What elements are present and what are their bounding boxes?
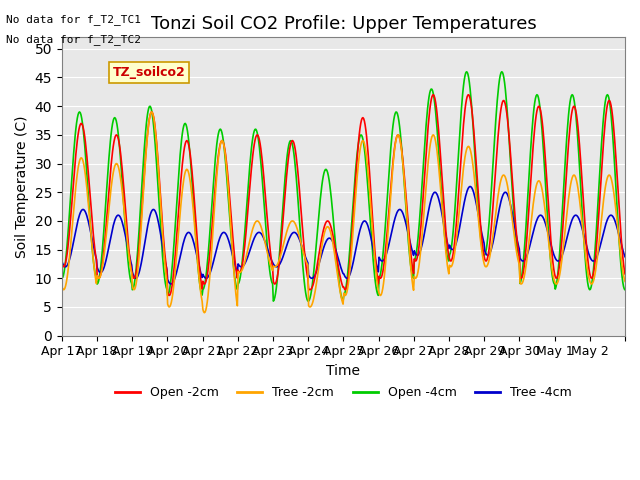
Tree -4cm [434, 193, 442, 199]
X-axis label: Time: Time [326, 364, 360, 378]
Open -2cm [429, 92, 437, 97]
Open -2cm [435, 127, 442, 132]
Tree -2cm [200, 310, 208, 315]
Tree -4cm [621, 254, 629, 260]
Open -4cm [434, 136, 442, 142]
Tree -2cm [229, 256, 237, 262]
Tree -4cm [168, 281, 175, 287]
Tree -2cm [257, 223, 265, 229]
Open -4cm [403, 210, 410, 216]
Open -2cm [58, 261, 66, 266]
Tree -4cm [278, 258, 285, 264]
Open -4cm [255, 144, 263, 150]
Tree -2cm [403, 215, 411, 220]
Line: Open -2cm: Open -2cm [62, 95, 625, 296]
Tree -4cm [467, 184, 474, 190]
Tree -4cm [403, 222, 410, 228]
Open -4cm [498, 69, 506, 75]
Text: No data for f_T2_TC2: No data for f_T2_TC2 [6, 34, 141, 45]
Line: Tree -2cm: Tree -2cm [62, 112, 625, 312]
Open -4cm [621, 287, 629, 293]
Open -2cm [256, 141, 264, 147]
Tree -4cm [124, 246, 132, 252]
Line: Tree -4cm: Tree -4cm [62, 187, 625, 284]
Y-axis label: Soil Temperature (C): Soil Temperature (C) [15, 115, 29, 258]
Legend: Open -2cm, Tree -2cm, Open -4cm, Tree -4cm: Open -2cm, Tree -2cm, Open -4cm, Tree -4… [109, 381, 577, 404]
Tree -2cm [621, 278, 629, 284]
Tree -4cm [256, 230, 264, 236]
Tree -2cm [124, 245, 132, 251]
Open -4cm [124, 258, 132, 264]
Open -2cm [165, 293, 173, 299]
Tree -2cm [278, 247, 286, 252]
Tree -2cm [148, 109, 156, 115]
Open -2cm [403, 196, 410, 202]
Open -2cm [228, 227, 236, 233]
Open -4cm [269, 298, 277, 304]
Tree -2cm [58, 284, 66, 289]
Title: Tonzi Soil CO2 Profile: Upper Temperatures: Tonzi Soil CO2 Profile: Upper Temperatur… [150, 15, 536, 33]
Open -2cm [621, 271, 629, 277]
Text: No data for f_T2_TC1: No data for f_T2_TC1 [6, 14, 141, 25]
Open -2cm [278, 237, 285, 243]
Text: TZ_soilco2: TZ_soilco2 [113, 66, 186, 79]
Open -4cm [278, 225, 285, 230]
Line: Open -4cm: Open -4cm [62, 72, 625, 301]
Tree -4cm [228, 251, 236, 257]
Open -2cm [124, 237, 132, 243]
Open -4cm [228, 240, 236, 246]
Tree -2cm [435, 162, 442, 168]
Tree -4cm [58, 258, 66, 264]
Open -4cm [58, 276, 66, 281]
